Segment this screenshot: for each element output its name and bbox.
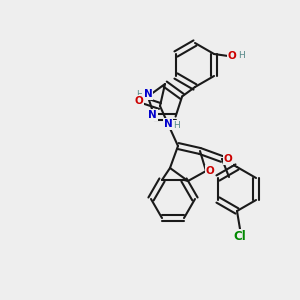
Text: N: N [143,89,152,99]
Text: H: H [172,121,179,130]
Text: N: N [148,110,157,120]
Text: N: N [164,119,172,129]
Text: O: O [224,154,232,164]
Text: O: O [135,96,143,106]
Text: O: O [206,166,214,176]
Text: H: H [238,52,244,61]
Text: Cl: Cl [234,230,246,244]
Text: O: O [228,51,236,61]
Text: H: H [136,90,143,99]
